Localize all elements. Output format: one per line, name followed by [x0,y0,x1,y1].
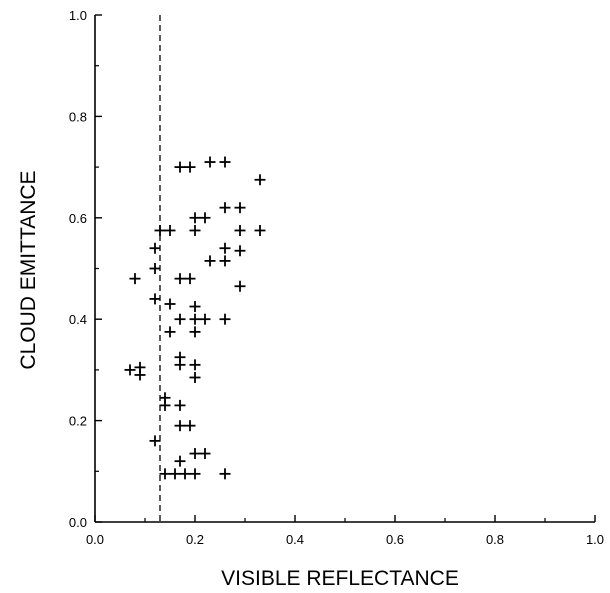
data-points [124,156,266,480]
y-tick-label: 0.6 [69,211,87,226]
data-point [174,359,186,371]
data-point [164,326,176,338]
y-tick-label: 0.8 [69,109,87,124]
data-point [219,255,231,267]
data-point [174,399,186,411]
y-tick-label: 0.0 [69,515,87,530]
ticks: 0.0 0.2 0.4 0.6 0.8 1.0 0.0 0.2 0.4 0.6 0.8 1.0 [69,8,604,547]
data-point [149,242,161,254]
data-point [159,399,171,411]
data-point [174,273,186,285]
data-point [174,420,186,432]
data-point [129,273,141,285]
data-point [219,202,231,214]
data-point [159,468,171,480]
data-point [124,364,136,376]
data-point [174,161,186,173]
x-axis-title: VISIBLE REFLECTANCE [221,567,459,590]
data-point [149,263,161,274]
data-point [204,156,216,168]
data-point [189,326,201,338]
data-point [184,161,196,173]
data-point [174,455,186,467]
data-point [189,468,201,480]
data-point [234,280,246,292]
data-point [254,174,266,186]
axes [94,15,595,523]
y-tick-label: 1.0 [69,8,87,23]
data-point [189,224,201,236]
data-point [134,369,146,381]
data-point [179,468,191,480]
data-point [149,435,161,447]
data-point [164,298,176,310]
x-tick-label: 0.4 [286,532,304,547]
data-point [219,156,231,168]
data-point [254,224,266,236]
data-point [219,313,231,325]
data-point [234,224,246,236]
data-point [199,212,211,224]
x-tick-label: 0.6 [386,532,404,547]
data-point [164,224,176,236]
data-point [189,301,201,313]
y-axis-title: CLOUD EMITTANCE [17,170,40,369]
x-tick-label: 0.0 [86,532,104,547]
data-point [189,313,201,325]
data-point [204,255,216,267]
data-point [154,224,166,236]
data-point [149,293,161,305]
data-point [184,273,196,285]
x-tick-label: 0.2 [186,532,204,547]
data-point [234,202,246,214]
y-tick-label: 0.4 [69,312,87,327]
data-point [199,313,211,325]
data-point [219,468,231,480]
data-point [189,372,201,384]
data-point [219,242,231,254]
data-point [189,448,201,460]
x-tick-label: 1.0 [586,532,604,547]
data-point [174,313,186,325]
data-point [199,448,211,460]
data-point [189,359,201,371]
x-tick-label: 0.8 [486,532,504,547]
y-tick-label: 0.2 [69,414,87,429]
data-point [169,468,181,480]
data-point [184,420,196,432]
data-point [234,245,246,257]
data-point [189,212,201,224]
